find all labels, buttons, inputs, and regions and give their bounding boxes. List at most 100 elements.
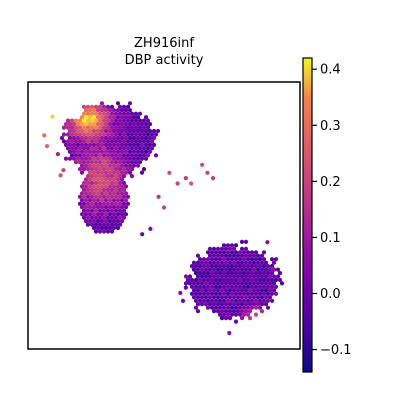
spot bbox=[77, 146, 83, 151]
spot bbox=[253, 312, 259, 317]
spot bbox=[137, 132, 143, 137]
spot bbox=[211, 260, 217, 265]
spot bbox=[95, 108, 101, 113]
spot bbox=[107, 115, 113, 120]
spot bbox=[255, 253, 261, 258]
spot bbox=[105, 194, 111, 199]
spot bbox=[107, 108, 113, 113]
spot bbox=[215, 281, 221, 286]
spot bbox=[121, 132, 127, 137]
spot bbox=[221, 264, 227, 269]
chart-title-line-2: DBP activity bbox=[125, 53, 204, 68]
spot bbox=[83, 142, 89, 147]
spot bbox=[113, 215, 119, 220]
spot bbox=[81, 201, 87, 206]
spot bbox=[113, 201, 119, 206]
spot bbox=[83, 135, 89, 141]
spot bbox=[269, 298, 275, 303]
spot bbox=[217, 284, 223, 289]
spot bbox=[269, 291, 275, 296]
spot bbox=[259, 267, 265, 272]
spot bbox=[211, 267, 217, 272]
spot bbox=[81, 215, 87, 220]
spot bbox=[217, 250, 223, 255]
spot bbox=[257, 284, 263, 289]
spot bbox=[97, 118, 103, 123]
spot bbox=[133, 153, 139, 158]
spot bbox=[101, 118, 107, 123]
spot bbox=[131, 135, 137, 141]
spot bbox=[85, 194, 91, 199]
spot bbox=[123, 212, 129, 217]
spot bbox=[233, 312, 239, 317]
spot bbox=[93, 215, 99, 220]
spot bbox=[261, 277, 267, 283]
spot bbox=[227, 253, 233, 258]
spot bbox=[219, 246, 225, 251]
spot bbox=[225, 277, 231, 283]
spot bbox=[203, 295, 209, 300]
spot bbox=[223, 302, 229, 307]
spot bbox=[65, 146, 71, 151]
spot bbox=[69, 153, 75, 158]
spot bbox=[75, 122, 81, 127]
spot bbox=[69, 132, 75, 137]
spot bbox=[211, 295, 217, 300]
spot bbox=[89, 201, 95, 206]
spot bbox=[89, 180, 95, 186]
spot bbox=[123, 128, 129, 134]
spot bbox=[73, 118, 79, 123]
spot bbox=[235, 281, 241, 286]
spot bbox=[103, 142, 109, 147]
spot bbox=[219, 260, 225, 265]
spot bbox=[243, 267, 249, 272]
spot bbox=[85, 201, 91, 206]
spot bbox=[241, 284, 247, 289]
spot bbox=[147, 122, 153, 127]
spot bbox=[251, 281, 257, 286]
spot bbox=[221, 284, 227, 289]
spot bbox=[111, 128, 117, 134]
spot bbox=[111, 170, 117, 175]
spot bbox=[229, 257, 235, 262]
spot bbox=[93, 104, 99, 109]
spot bbox=[213, 305, 219, 310]
spot bbox=[143, 135, 149, 141]
spot bbox=[113, 125, 119, 130]
spot bbox=[213, 271, 219, 276]
spot bbox=[225, 257, 231, 262]
spot bbox=[65, 139, 71, 144]
spot bbox=[143, 156, 149, 161]
spot bbox=[275, 274, 281, 279]
spot bbox=[63, 122, 69, 127]
spot bbox=[50, 114, 55, 119]
spot bbox=[83, 177, 89, 182]
spot bbox=[151, 128, 157, 134]
spot bbox=[215, 302, 221, 307]
spot bbox=[191, 260, 197, 265]
spot bbox=[259, 281, 265, 286]
spot bbox=[205, 170, 210, 175]
spot bbox=[129, 132, 135, 137]
spot bbox=[225, 291, 231, 296]
spot bbox=[241, 257, 247, 262]
spot bbox=[207, 281, 213, 286]
spot bbox=[267, 288, 273, 293]
spot bbox=[93, 125, 99, 130]
spot bbox=[115, 225, 121, 231]
spot bbox=[89, 132, 95, 137]
spot bbox=[91, 191, 97, 196]
spot bbox=[147, 135, 153, 141]
spot bbox=[195, 295, 201, 300]
spot bbox=[93, 201, 99, 206]
spot bbox=[231, 309, 237, 314]
spot bbox=[81, 104, 87, 109]
spot bbox=[231, 288, 237, 293]
spot bbox=[117, 132, 123, 137]
spot bbox=[241, 305, 247, 310]
spot bbox=[77, 125, 83, 130]
spot bbox=[115, 135, 121, 141]
spot bbox=[223, 246, 229, 251]
spot bbox=[119, 219, 125, 224]
spot bbox=[81, 180, 87, 186]
